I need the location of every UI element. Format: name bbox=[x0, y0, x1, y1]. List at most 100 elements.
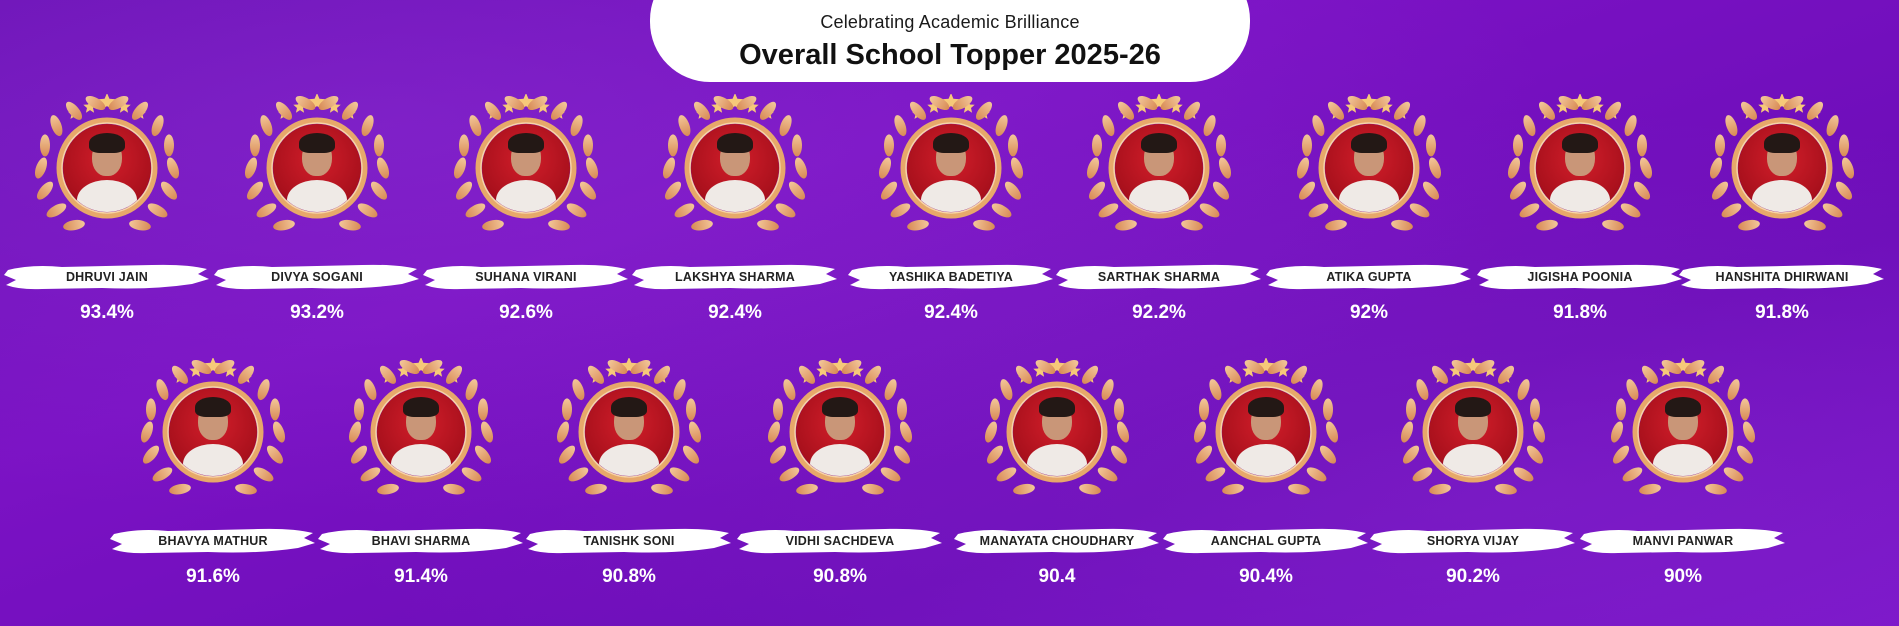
student-photo bbox=[63, 124, 151, 212]
student-name: YASHIKA BADETIYA bbox=[888, 270, 1014, 284]
name-brush-banner bbox=[954, 528, 1159, 554]
student-score: 90.8% bbox=[813, 566, 867, 587]
laurel-wreath-icon bbox=[1610, 358, 1756, 495]
student-photo bbox=[1013, 388, 1101, 476]
laurel-wreath-icon bbox=[1709, 94, 1855, 231]
student-photo bbox=[585, 388, 673, 476]
student-score: 91.8% bbox=[1553, 302, 1607, 323]
topper-card: BHAVI SHARMA 91.4% bbox=[316, 358, 526, 588]
name-brush-banner bbox=[1679, 264, 1884, 290]
topper-card: MANAYATA CHOUDHARY 90.4 bbox=[952, 358, 1162, 588]
student-name: HANSHITA DHIRWANI bbox=[1715, 270, 1849, 284]
student-score: 92.4% bbox=[924, 302, 978, 323]
name-brush-banner bbox=[737, 528, 942, 554]
laurel-wreath-icon bbox=[767, 358, 913, 495]
laurel-wreath-icon bbox=[556, 358, 702, 495]
student-photo bbox=[1639, 388, 1727, 476]
student-name: ATIKA GUPTA bbox=[1326, 270, 1412, 284]
student-photo bbox=[1325, 124, 1413, 212]
student-photo bbox=[1222, 388, 1310, 476]
laurel-wreath-icon bbox=[453, 94, 599, 231]
laurel-wreath-icon bbox=[1507, 94, 1653, 231]
laurel-wreath-icon bbox=[662, 94, 808, 231]
student-score: 90.8% bbox=[602, 566, 656, 587]
student-name: MANVI PANWAR bbox=[1632, 534, 1734, 548]
student-name: DHRUVI JAIN bbox=[65, 270, 149, 284]
student-photo bbox=[1429, 388, 1517, 476]
student-name: JIGISHA POONIA bbox=[1527, 270, 1633, 284]
topper-card: ATIKA GUPTA 92% bbox=[1264, 94, 1474, 324]
laurel-wreath-icon bbox=[1086, 94, 1232, 231]
student-score: 91.8% bbox=[1755, 302, 1809, 323]
name-brush-banner bbox=[110, 528, 315, 554]
name-brush-banner bbox=[318, 528, 523, 554]
page-title: Overall School Topper 2025-26 bbox=[739, 39, 1161, 71]
student-score: 90% bbox=[1663, 566, 1703, 587]
student-score: 92% bbox=[1349, 302, 1389, 323]
student-photo bbox=[482, 124, 570, 212]
topper-card: VIDHI SACHDEVA 90.8% bbox=[735, 358, 945, 588]
topper-card: AANCHAL GUPTA 90.4% bbox=[1161, 358, 1371, 588]
student-photo bbox=[907, 124, 995, 212]
topper-card: TANISHK SONI 90.8% bbox=[524, 358, 734, 588]
name-brush-banner bbox=[214, 264, 419, 290]
student-name: MANAYATA CHOUDHARY bbox=[979, 534, 1135, 548]
laurel-wreath-icon bbox=[878, 94, 1024, 231]
student-score: 90.2% bbox=[1446, 566, 1500, 587]
student-score: 93.4% bbox=[80, 302, 134, 323]
student-score: 92.6% bbox=[499, 302, 553, 323]
title-banner: Celebrating Academic Brilliance Overall … bbox=[650, 0, 1250, 82]
student-score: 92.2% bbox=[1132, 302, 1186, 323]
student-name: BHAVYA MATHUR bbox=[158, 534, 268, 548]
name-brush-banner bbox=[1580, 528, 1785, 554]
name-brush-banner bbox=[1266, 264, 1471, 290]
name-brush-banner bbox=[4, 264, 209, 290]
topper-card: SUHANA VIRANI 92.6% bbox=[421, 94, 631, 324]
name-brush-banner bbox=[423, 264, 628, 290]
student-score: 90.4% bbox=[1239, 566, 1293, 587]
student-name: SARTHAK SHARMA bbox=[1097, 270, 1221, 284]
student-name: SHORYA VIJAY bbox=[1426, 534, 1520, 548]
name-brush-banner bbox=[848, 264, 1053, 290]
name-brush-banner bbox=[526, 528, 731, 554]
laurel-wreath-icon bbox=[1400, 358, 1546, 495]
student-score: 92.4% bbox=[708, 302, 762, 323]
topper-card: YASHIKA BADETIYA 92.4% bbox=[846, 94, 1056, 324]
topper-card: SHORYA VIJAY 90.2% bbox=[1368, 358, 1578, 588]
student-score: 91.4% bbox=[394, 566, 448, 587]
topper-card: SARTHAK SHARMA 92.2% bbox=[1054, 94, 1264, 324]
student-name: SUHANA VIRANI bbox=[475, 270, 577, 284]
student-name: BHAVI SHARMA bbox=[371, 534, 471, 548]
student-name: AANCHAL GUPTA bbox=[1210, 534, 1322, 548]
header-subtitle: Celebrating Academic Brilliance bbox=[820, 12, 1080, 32]
topper-card: LAKSHYA SHARMA 92.4% bbox=[630, 94, 840, 324]
topper-card: DIVYA SOGANI 93.2% bbox=[212, 94, 422, 324]
student-photo bbox=[169, 388, 257, 476]
student-photo bbox=[691, 124, 779, 212]
laurel-wreath-icon bbox=[140, 358, 286, 495]
student-name: VIDHI SACHDEVA bbox=[785, 534, 895, 548]
student-photo bbox=[377, 388, 465, 476]
student-score: 91.6% bbox=[186, 566, 240, 587]
student-score: 93.2% bbox=[290, 302, 344, 323]
topper-card: HANSHITA DHIRWANI 91.8% bbox=[1677, 94, 1887, 324]
laurel-wreath-icon bbox=[984, 358, 1130, 495]
student-name: DIVYA SOGANI bbox=[271, 270, 363, 284]
topper-card: JIGISHA POONIA 91.8% bbox=[1475, 94, 1685, 324]
topper-card: BHAVYA MATHUR 91.6% bbox=[108, 358, 318, 588]
name-brush-banner bbox=[632, 264, 837, 290]
laurel-wreath-icon bbox=[1296, 94, 1442, 231]
student-name: LAKSHYA SHARMA bbox=[675, 270, 795, 284]
topper-card: DHRUVI JAIN 93.4% bbox=[2, 94, 212, 324]
student-photo bbox=[273, 124, 361, 212]
name-brush-banner bbox=[1163, 528, 1368, 554]
topper-card: MANVI PANWAR 90% bbox=[1578, 358, 1788, 588]
student-photo bbox=[1536, 124, 1624, 212]
laurel-wreath-icon bbox=[1193, 358, 1339, 495]
student-photo bbox=[796, 388, 884, 476]
laurel-wreath-icon bbox=[34, 94, 180, 231]
laurel-wreath-icon bbox=[244, 94, 390, 231]
name-brush-banner bbox=[1477, 264, 1682, 290]
name-brush-banner bbox=[1370, 528, 1575, 554]
laurel-wreath-icon bbox=[348, 358, 494, 495]
